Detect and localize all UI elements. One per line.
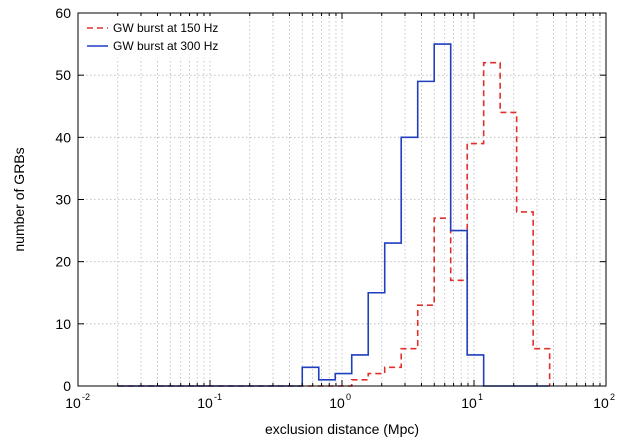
series-150hz-step-line [117,61,551,387]
x-tick-base: 10 [461,395,477,411]
x-tick-base: 10 [197,395,213,411]
x-tick-label: 10 2 [593,392,615,411]
x-tick-label: 10 0 [329,392,351,411]
axis-ticks [78,12,606,387]
x-tick-base: 10 [593,395,609,411]
x-tick-exponent: -2 [82,392,90,402]
x-tick-base: 10 [65,395,81,411]
legend-label-150hz: GW burst at 150 Hz [113,21,218,35]
x-tick-exponent: 1 [478,392,483,402]
x-tick-exponent: 2 [610,392,615,402]
series-layer [117,43,551,387]
x-tick-exponent: 0 [346,392,351,402]
x-tick-label: 10 -1 [197,392,222,411]
x-tick-label: 10 -2 [65,392,90,411]
y-tick-label: 20 [55,254,71,270]
y-tick-label: 50 [55,67,71,83]
legend: GW burst at 150 Hz GW burst at 300 Hz [81,16,231,58]
y-tick-label: 0 [63,378,71,394]
y-tick-label: 40 [55,129,71,145]
x-axis-label: exclusion distance (Mpc) [265,421,419,437]
legend-box [81,16,231,58]
legend-label-300hz: GW burst at 300 Hz [113,39,218,53]
y-tick-label: 60 [55,5,71,21]
x-tick-label: 10 1 [461,392,483,411]
y-tick-label: 30 [55,192,71,208]
x-tick-base: 10 [329,395,345,411]
series-300hz-step-line [117,43,550,387]
x-tick-exponent: -1 [214,392,222,402]
y-axis-label: number of GRBs [11,147,27,251]
y-tick-label: 10 [55,316,71,332]
grid-lines [78,13,606,386]
